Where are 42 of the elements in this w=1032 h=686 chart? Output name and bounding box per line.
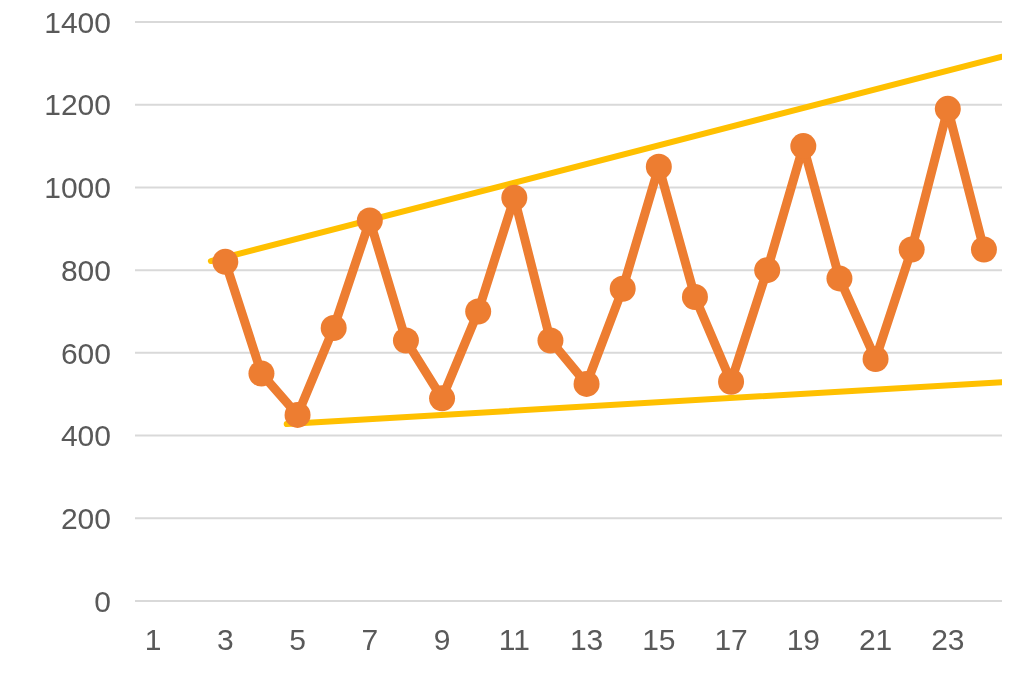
x-tick-label: 17	[714, 623, 748, 657]
x-tick-label: 11	[498, 623, 530, 657]
point	[681, 284, 708, 311]
y-tick-label: 200	[60, 501, 111, 535]
point	[790, 133, 817, 160]
y-tick-label: 600	[60, 336, 111, 370]
x-tick-label: 23	[931, 623, 965, 657]
point	[356, 207, 383, 234]
x-tick-label: 7	[361, 623, 379, 657]
y-tick-label: 0	[94, 584, 111, 618]
y-tick-label: 1400	[44, 5, 111, 39]
point	[392, 327, 419, 354]
point	[934, 95, 961, 122]
point	[537, 327, 564, 354]
y-tick-label: 400	[60, 419, 111, 453]
x-tick-label: 19	[786, 623, 820, 657]
point	[429, 385, 456, 412]
x-tick-label: 15	[642, 623, 676, 657]
point	[898, 236, 925, 263]
point	[248, 360, 275, 387]
x-tick-label: 5	[289, 623, 306, 657]
y-tick-label: 1200	[44, 88, 111, 122]
y-tick-label: 800	[60, 253, 111, 287]
point	[609, 275, 636, 302]
x-tick-label: 1	[144, 623, 162, 657]
x-tick-label: 21	[858, 623, 893, 657]
point	[970, 236, 997, 263]
x-tick-label: 13	[569, 623, 604, 657]
point	[862, 346, 889, 373]
point	[573, 370, 600, 397]
point	[320, 315, 347, 342]
x-tick-label: 9	[433, 623, 451, 657]
point	[645, 153, 672, 180]
point	[718, 368, 745, 395]
point	[284, 401, 311, 428]
y-tick-label: 1000	[44, 171, 111, 205]
point	[501, 184, 528, 211]
point	[465, 298, 492, 325]
x-tick-label: 3	[216, 623, 234, 657]
point	[826, 265, 853, 292]
point	[212, 248, 239, 275]
point	[754, 257, 781, 284]
